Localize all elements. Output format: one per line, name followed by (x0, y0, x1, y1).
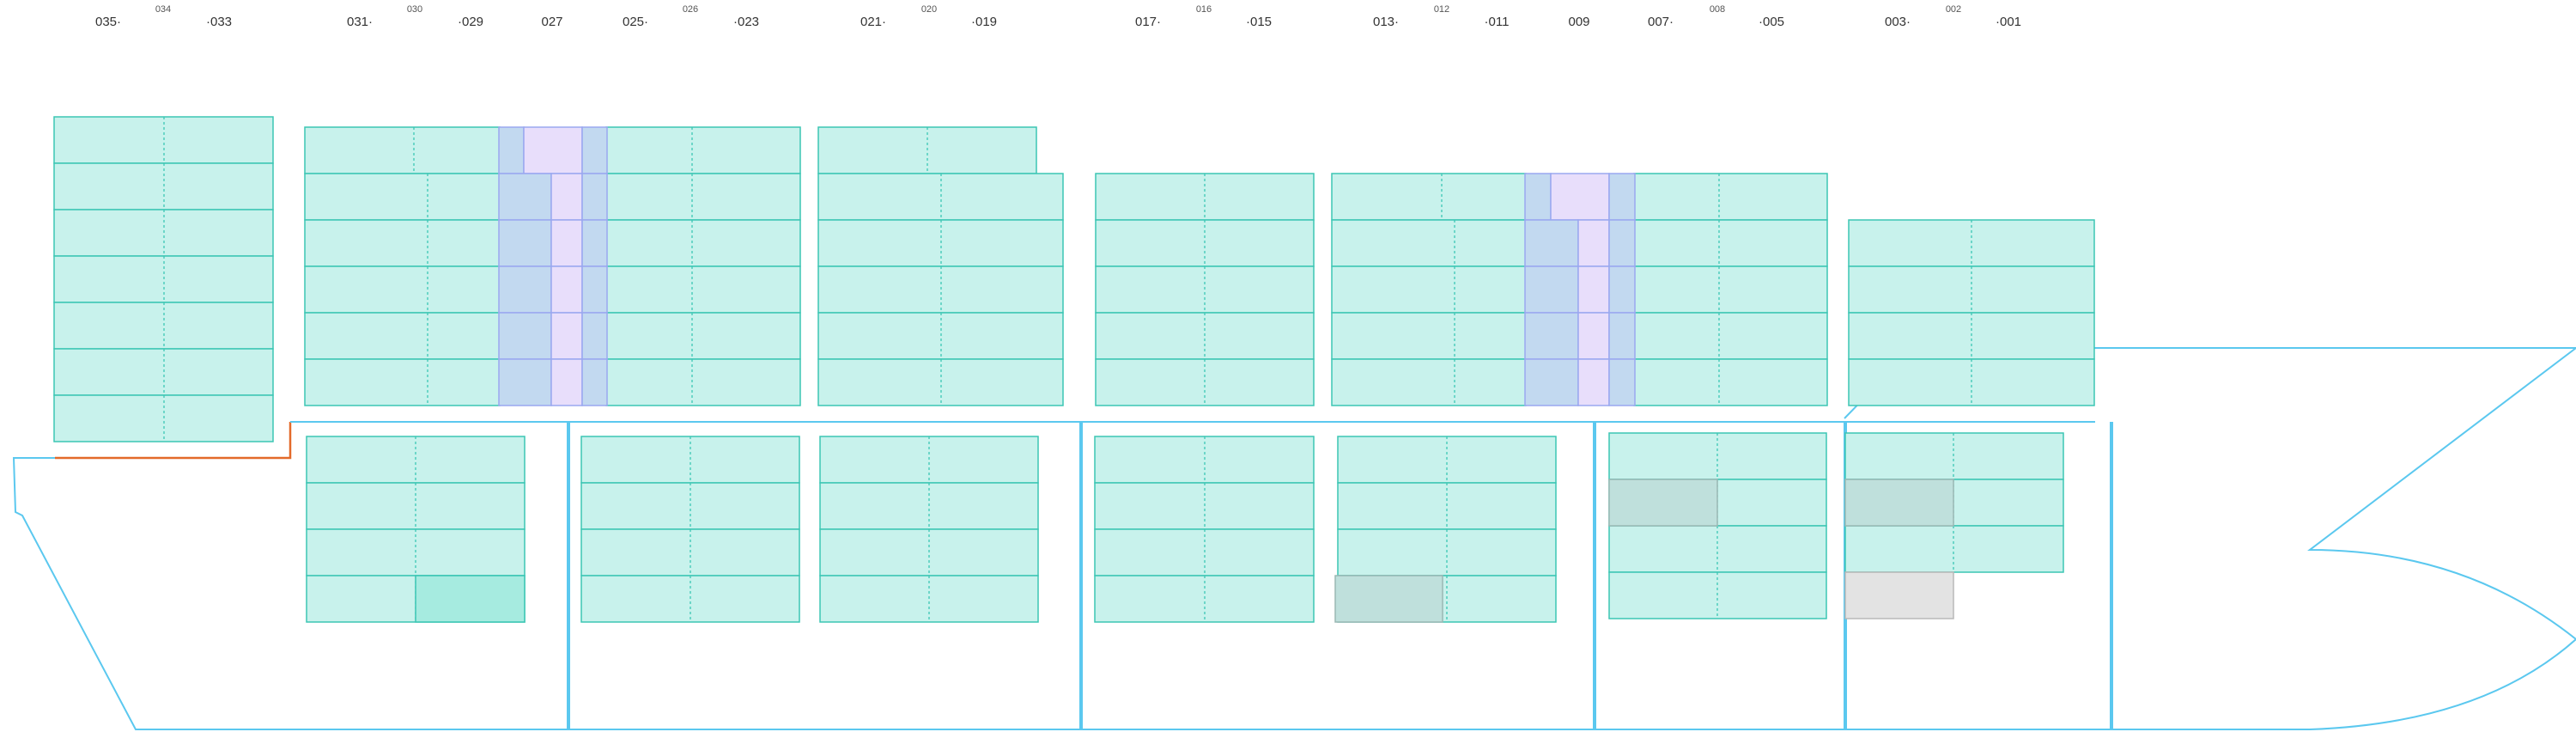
container-slot[interactable] (1331, 358, 1527, 406)
container-slot[interactable] (304, 219, 501, 267)
bay-label-003: 003· (1885, 15, 1911, 29)
reefer-slot[interactable] (1608, 358, 1636, 406)
reefer-slot[interactable] (498, 126, 525, 174)
bay-label-035: 035· (95, 15, 121, 29)
container-slot[interactable] (1331, 219, 1527, 267)
reefer-slot[interactable] (581, 219, 608, 267)
bay-label-019: ·019 (971, 15, 997, 29)
hold-stacks (306, 432, 2064, 623)
reefer-slot[interactable] (550, 312, 583, 360)
container-slot[interactable] (605, 126, 801, 174)
reefer-slot[interactable] (581, 126, 608, 174)
reefer-slot[interactable] (1608, 312, 1636, 360)
highlighted-slot[interactable] (415, 575, 526, 623)
bay-label-015: ·015 (1246, 15, 1272, 29)
container-slot[interactable] (605, 358, 801, 406)
reefer-slot[interactable] (550, 173, 583, 221)
container-slot[interactable] (1633, 173, 1828, 221)
bay-label-023: ·023 (733, 15, 759, 29)
bay-label-007: 007· (1648, 15, 1674, 29)
reefer-slot[interactable] (550, 358, 583, 406)
bay-sublabel-026: 026 (683, 4, 698, 15)
bay-label-021: 021· (860, 15, 886, 29)
reefer-slot[interactable] (498, 358, 552, 406)
reefer-slot[interactable] (550, 219, 583, 267)
reefer-slot[interactable] (1524, 219, 1579, 267)
container-slot[interactable] (1331, 173, 1527, 221)
container-slot[interactable] (304, 126, 501, 174)
container-slot[interactable] (1331, 312, 1527, 360)
bay-label-013: 013· (1373, 15, 1399, 29)
reefer-slot[interactable] (498, 173, 552, 221)
reefer-slot[interactable] (1524, 358, 1579, 406)
container-slot[interactable] (1331, 265, 1527, 314)
reefer-slot[interactable] (1608, 219, 1636, 267)
reefer-slot[interactable] (1608, 173, 1636, 221)
reefer-slot[interactable] (498, 312, 552, 360)
bay-label-001: ·001 (1996, 15, 2021, 29)
container-slot[interactable] (304, 265, 501, 314)
bay-label-009: 009 (1568, 15, 1589, 29)
bay-label-011: ·011 (1485, 15, 1510, 29)
reefer-slot[interactable] (1577, 219, 1610, 267)
reefer-slot[interactable] (581, 173, 608, 221)
container-slot[interactable] (1633, 219, 1828, 267)
reefer-slot[interactable] (550, 265, 583, 314)
bay-label-025: 025· (623, 15, 648, 29)
bay-label-033: ·033 (206, 15, 232, 29)
container-slot[interactable] (1633, 312, 1828, 360)
occupied-slot[interactable] (1608, 479, 1718, 527)
bay-sublabel-002: 002 (1946, 4, 1961, 15)
bay-sublabel-020: 020 (921, 4, 937, 15)
reefer-slot[interactable] (1608, 265, 1636, 314)
empty-slot[interactable] (1844, 571, 1954, 619)
container-slot[interactable] (1633, 265, 1828, 314)
reefer-slot[interactable] (1577, 312, 1610, 360)
bay-sublabel-034: 034 (155, 4, 171, 15)
reefer-slot[interactable] (1524, 312, 1579, 360)
bay-label-027: 027 (541, 15, 562, 29)
bay-sublabel-030: 030 (407, 4, 422, 15)
container-slot[interactable] (304, 173, 501, 221)
reefer-slot[interactable] (1524, 265, 1579, 314)
reefer-slot[interactable] (1524, 173, 1552, 221)
reefer-slot[interactable] (1577, 358, 1610, 406)
occupied-slot[interactable] (1844, 479, 1954, 527)
container-slot[interactable] (1844, 525, 2064, 573)
bay-label-031: 031· (347, 15, 373, 29)
container-slot[interactable] (1633, 358, 1828, 406)
deck-edge-line (55, 422, 292, 460)
reefer-slot[interactable] (498, 219, 552, 267)
deck-stacks (53, 116, 2095, 442)
bay-label-005: ·005 (1759, 15, 1784, 29)
reefer-slot[interactable] (523, 126, 583, 174)
reefer-slot[interactable] (1577, 265, 1610, 314)
container-slot[interactable] (1844, 432, 2064, 480)
reefer-slot[interactable] (581, 358, 608, 406)
bay-sublabel-008: 008 (1710, 4, 1725, 15)
bay-label-017: 017· (1135, 15, 1161, 29)
reefer-slot[interactable] (498, 265, 552, 314)
reefer-slot[interactable] (581, 265, 608, 314)
reefer-slot[interactable] (1550, 173, 1610, 221)
container-slot[interactable] (605, 219, 801, 267)
container-slot[interactable] (605, 312, 801, 360)
container-slot[interactable] (304, 358, 501, 406)
bay-labels: 035· ·033 031· ·029 027 025· ·023 021· ·019 017· ·… (95, 4, 2021, 29)
bay-sublabel-012: 012 (1434, 4, 1449, 15)
occupied-slot[interactable] (1334, 575, 1443, 623)
bay-label-029: ·029 (458, 15, 483, 29)
bay-sublabel-016: 016 (1196, 4, 1212, 15)
container-slot[interactable] (605, 265, 801, 314)
reefer-slot[interactable] (581, 312, 608, 360)
container-slot[interactable] (304, 312, 501, 360)
container-slot[interactable] (605, 173, 801, 221)
